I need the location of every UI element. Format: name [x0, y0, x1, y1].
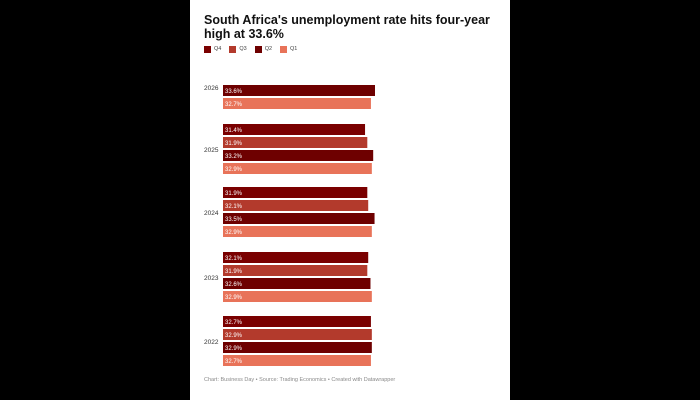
- data-label-2026-q2: 33.6%: [225, 89, 243, 95]
- bar-2023-q2: [223, 278, 371, 289]
- legend-swatch-q4: [204, 45, 211, 53]
- legend-label-q3: Q3: [239, 45, 247, 52]
- data-label-2024-q1: 32.9%: [225, 230, 243, 236]
- category-label-2024: 2024: [204, 210, 219, 217]
- bar-2025-q3: [223, 137, 368, 148]
- data-label-2022-q4: 32.7%: [225, 320, 243, 326]
- chart-card: South Africa's unemployment rate hits fo…: [190, 0, 510, 400]
- bar-2022-q1: [223, 355, 371, 366]
- legend-item-q4: Q4: [204, 45, 222, 53]
- bar-2025-q4: [223, 124, 366, 135]
- data-label-2024-q2: 33.5%: [225, 217, 243, 223]
- data-label-2023-q3: 31.9%: [225, 269, 243, 275]
- chart-title: South Africa's unemployment rate hits fo…: [204, 13, 490, 41]
- bar-2023-q3: [223, 265, 368, 276]
- bar-2025-q2: [223, 150, 374, 161]
- category-label-2026: 2026: [204, 85, 219, 92]
- data-label-2025-q1: 32.9%: [225, 167, 243, 173]
- data-label-2024-q4: 31.9%: [225, 191, 243, 197]
- data-label-2023-q2: 32.6%: [225, 282, 243, 288]
- legend-label-q1: Q1: [290, 45, 298, 52]
- bar-2024-q3: [223, 200, 369, 211]
- bar-2024-q1: [223, 226, 372, 237]
- legend-swatch-q1: [280, 45, 288, 53]
- data-label-2022-q1: 32.7%: [225, 359, 243, 365]
- legend-item-q3: Q3: [229, 45, 247, 53]
- bar-2024-q4: [223, 187, 368, 198]
- legend-item-q1: Q1: [280, 45, 298, 53]
- bar-2022-q4: [223, 316, 371, 327]
- legend-label-q4: Q4: [214, 45, 222, 52]
- bar-2026-q2: [223, 85, 375, 96]
- data-label-2022-q2: 32.9%: [225, 346, 243, 352]
- data-label-2024-q3: 32.1%: [225, 204, 243, 210]
- bar-2023-q1: [223, 291, 372, 302]
- bar-2022-q2: [223, 342, 372, 353]
- data-label-2023-q1: 32.9%: [225, 295, 243, 301]
- category-label-2022: 2022: [204, 339, 219, 346]
- legend-label-q2: Q2: [264, 45, 273, 52]
- category-label-2025: 2025: [204, 147, 219, 154]
- category-label-2023: 2023: [204, 275, 219, 282]
- data-label-2025-q2: 33.2%: [225, 154, 243, 160]
- data-label-2026-q1: 32.7%: [225, 102, 243, 108]
- data-label-2025-q3: 31.9%: [225, 141, 243, 147]
- bar-2022-q3: [223, 329, 372, 340]
- data-label-2022-q3: 32.9%: [225, 333, 243, 339]
- bar-2024-q2: [223, 213, 375, 224]
- legend-item-q2: Q2: [254, 45, 273, 53]
- legend: Q4 Q3 Q2 Q1: [204, 44, 297, 54]
- chart-footer: Chart: Business Day • Source: Trading Ec…: [204, 377, 396, 383]
- data-label-2023-q4: 32.1%: [225, 256, 243, 262]
- bar-2023-q4: [223, 252, 369, 263]
- data-label-2025-q4: 31.4%: [225, 128, 243, 134]
- bar-2025-q1: [223, 163, 372, 174]
- legend-swatch-q3: [229, 45, 237, 53]
- bar-chart: 2026 33.6% 32.7% 2025 31.4% 31.9% 33.2% 32.9% 20…: [204, 85, 375, 366]
- bar-2026-q1: [223, 98, 371, 109]
- legend-swatch-q2: [254, 45, 262, 53]
